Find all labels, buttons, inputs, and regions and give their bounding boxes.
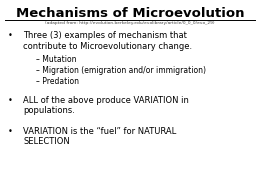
Text: Mechanisms of Microevolution: Mechanisms of Microevolution [16, 7, 244, 20]
Text: •: • [8, 31, 13, 40]
Text: •: • [8, 96, 13, 105]
Text: Three (3) examples of mechanism that
contribute to Microevolutionary change.: Three (3) examples of mechanism that con… [23, 31, 192, 51]
Text: – Predation: – Predation [36, 77, 79, 86]
Text: (adapted from: http://evolution.berkeley.edu/evolibrary/article/0_0_0/evo_29): (adapted from: http://evolution.berkeley… [45, 21, 215, 25]
Text: VARIATION is the “fuel” for NATURAL
SELECTION: VARIATION is the “fuel” for NATURAL SELE… [23, 127, 177, 146]
Text: – Mutation: – Mutation [36, 55, 77, 64]
Text: – Migration (emigration and/or immigration): – Migration (emigration and/or immigrati… [36, 66, 206, 75]
Text: •: • [8, 127, 13, 136]
Text: ALL of the above produce VARIATION in
populations.: ALL of the above produce VARIATION in po… [23, 96, 189, 115]
